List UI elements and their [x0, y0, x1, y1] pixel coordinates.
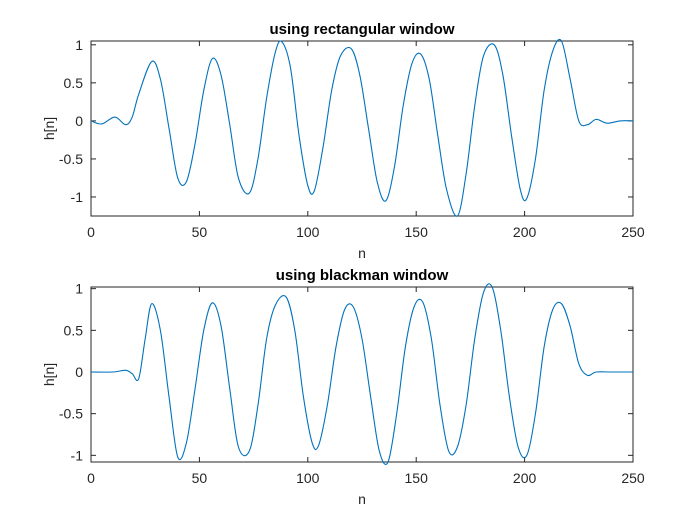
y-tick-label: 0	[75, 113, 83, 129]
x-axis-label-2: n	[358, 491, 366, 507]
y-tick-label: 0.5	[64, 75, 84, 91]
y-ticks-2: -1 -0.5 0 0.5 1	[59, 281, 633, 463]
y-tick-label: -1	[71, 189, 84, 205]
x-tick-label: 50	[192, 470, 208, 486]
x-tick-label: 250	[621, 470, 645, 486]
x-tick-label: 50	[192, 224, 208, 240]
y-tick-label: -0.5	[59, 406, 83, 422]
series-line-1	[90, 38, 634, 217]
y-tick-label: 0	[75, 364, 83, 380]
chart-title-2: using blackman window	[276, 267, 449, 284]
y-tick-label: -0.5	[59, 151, 83, 167]
y-tick-label: 1	[75, 281, 83, 297]
series-line-2	[90, 283, 633, 466]
y-axis-label-2: h[n]	[41, 363, 57, 386]
x-axis-label-1: n	[358, 245, 366, 261]
y-axis-label-1: h[n]	[41, 117, 57, 140]
x-tick-label: 150	[405, 224, 429, 240]
x-tick-label: 200	[513, 470, 537, 486]
y-ticks-1: -1 -0.5 0 0.5 1	[59, 37, 633, 205]
y-tick-label: -1	[71, 447, 84, 463]
x-tick-label: 250	[621, 224, 645, 240]
x-tick-label: 0	[87, 470, 95, 486]
x-ticks-1: 0 50 100 150 200 250	[87, 41, 645, 240]
subplot-1: using rectangular window n h[n] 0 50 100 15…	[41, 21, 645, 261]
x-ticks-2: 0 50 100 150 200 250	[87, 287, 645, 486]
axes-box-2	[90, 286, 634, 463]
chart-title-1: using rectangular window	[269, 21, 454, 38]
x-tick-label: 100	[296, 470, 320, 486]
y-tick-label: 0.5	[64, 322, 84, 338]
y-tick-label: 1	[75, 37, 83, 53]
x-tick-label: 100	[296, 224, 320, 240]
x-tick-label: 200	[513, 224, 537, 240]
x-tick-label: 0	[87, 224, 95, 240]
x-tick-label: 150	[405, 470, 429, 486]
subplot-2: using blackman window n h[n] 0 50 100 150 20…	[41, 267, 645, 507]
axes-box-1	[90, 40, 634, 217]
